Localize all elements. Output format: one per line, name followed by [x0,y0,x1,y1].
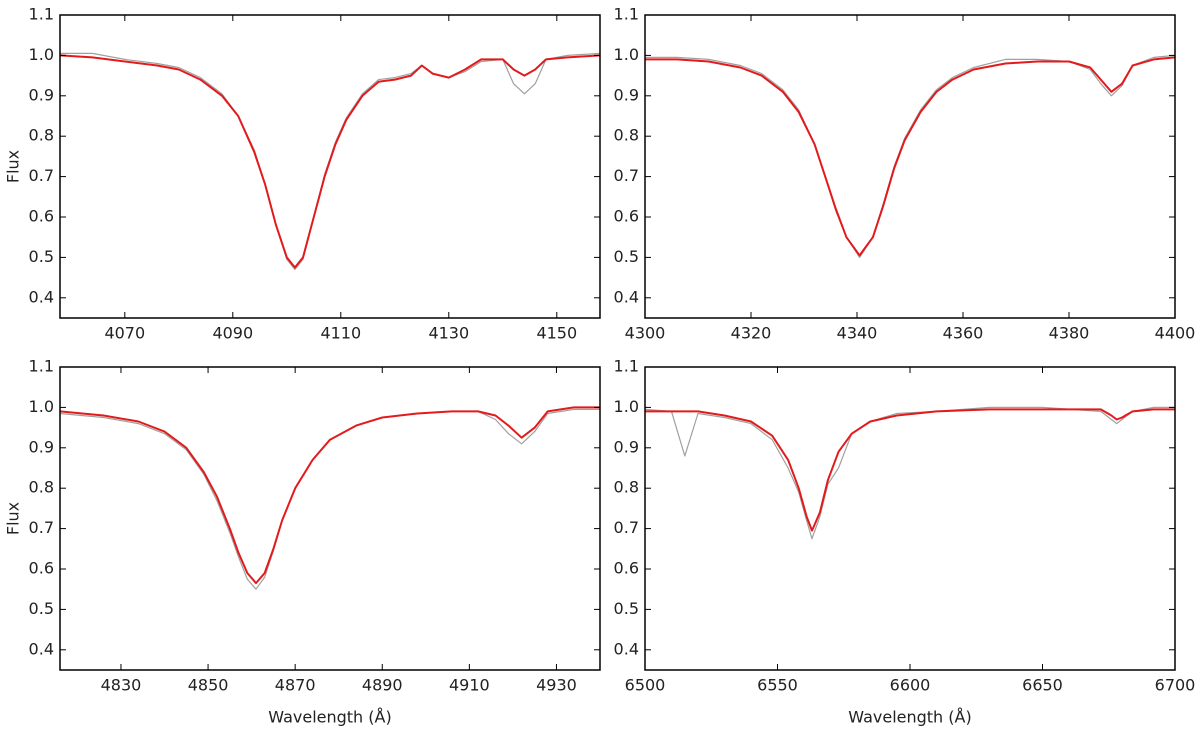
x-tick-label: 4090 [212,324,253,343]
y-tick-label: 0.8 [614,478,639,497]
y-tick-label: 1.0 [29,45,54,64]
x-tick-label: 4150 [536,324,577,343]
x-tick-label: 4380 [1049,324,1090,343]
y-tick-label: 0.4 [614,287,639,306]
y-tick-label: 0.6 [29,559,54,578]
x-tick-label: 4910 [449,676,490,695]
y-tick-label: 0.9 [29,85,54,104]
x-axis-label: Wavelength (Å) [848,708,971,727]
x-tick-label: 6500 [625,676,666,695]
spectrum-line [645,56,1175,257]
y-tick-label: 0.8 [29,126,54,145]
y-tick-label: 0.4 [29,639,54,658]
y-tick-label: 0.5 [614,599,639,618]
y-tick-label: 0.4 [614,639,639,658]
axes-frame [59,366,601,671]
x-tick-label: 4360 [943,324,984,343]
y-axis-label: Flux [4,502,23,535]
y-tick-label: 1.0 [614,45,639,64]
x-tick-label: 4890 [362,676,403,695]
x-tick-label: 4320 [731,324,772,343]
axes-frame [59,14,601,319]
x-tick-label: 6600 [890,676,931,695]
y-tick-label: 0.7 [29,518,54,537]
y-tick-label: 0.5 [29,599,54,618]
y-tick-label: 0.7 [614,166,639,185]
x-tick-label: 4130 [428,324,469,343]
y-tick-label: 0.9 [614,437,639,456]
y-tick-label: 1.1 [29,5,54,24]
y-axis-label: Flux [4,150,23,183]
y-tick-label: 0.9 [29,437,54,456]
y-tick-label: 0.4 [29,287,54,306]
y-tick-label: 1.1 [614,357,639,376]
x-tick-label: 4930 [536,676,577,695]
y-tick-label: 0.6 [614,207,639,226]
y-tick-label: 0.8 [29,478,54,497]
spectrum-line [60,54,600,269]
spectrum-line [645,406,1175,540]
x-tick-label: 4830 [101,676,142,695]
axes-frame [644,14,1176,319]
y-tick-label: 1.0 [614,397,639,416]
spectrum-line [645,54,1175,258]
y-tick-label: 0.7 [614,518,639,537]
y-tick-label: 1.1 [614,5,639,24]
x-tick-label: 4070 [104,324,145,343]
x-tick-label: 4400 [1155,324,1196,343]
y-tick-label: 1.0 [29,397,54,416]
x-tick-label: 6550 [757,676,798,695]
x-tick-label: 6650 [1022,676,1063,695]
y-tick-label: 0.6 [614,559,639,578]
spectrum-line [60,406,600,585]
x-tick-label: 4850 [188,676,229,695]
x-tick-label: 4340 [837,324,878,343]
x-tick-label: 6700 [1155,676,1196,695]
y-tick-label: 1.1 [29,357,54,376]
y-tick-label: 0.6 [29,207,54,226]
x-tick-label: 4300 [625,324,666,343]
x-tick-label: 4870 [275,676,316,695]
y-tick-label: 0.7 [29,166,54,185]
y-tick-label: 0.8 [614,126,639,145]
x-axis-label: Wavelength (Å) [268,708,391,727]
spectrum-line [645,408,1175,532]
y-tick-label: 0.5 [29,247,54,266]
x-tick-label: 4110 [320,324,361,343]
y-tick-label: 0.9 [614,85,639,104]
y-tick-label: 0.5 [614,247,639,266]
